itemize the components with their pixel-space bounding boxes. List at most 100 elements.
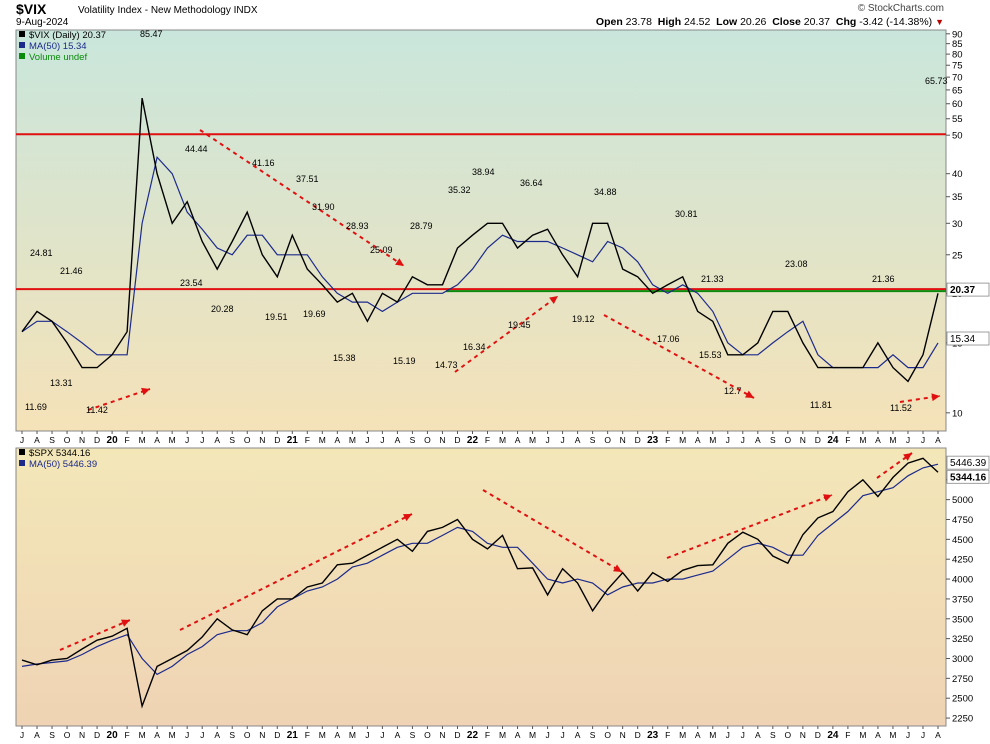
spx-y-tick-label: 4250 [952, 555, 973, 566]
spx-ma-last-value: 5446.39 [950, 458, 987, 469]
vix-value-annotation: 19.45 [508, 320, 531, 330]
vix-value-annotation: 12.7 [724, 386, 742, 396]
spx-price-line [21, 457, 939, 709]
x-tick-label: M [679, 435, 686, 445]
vix-y-tick-label: 80 [952, 50, 963, 61]
vix-legend-swatch [19, 31, 25, 37]
spx-legend-entry: MA(50) 5446.39 [29, 459, 97, 470]
x-tick-label: A [335, 435, 341, 445]
vix-legend-entry: Volume undef [29, 52, 87, 63]
x-tick-label: 24 [827, 435, 839, 446]
x-tick-label: M [319, 730, 326, 740]
trend-arrow-head [141, 387, 150, 396]
open-value: 23.78 [625, 16, 652, 28]
spx-y-tick-label: 3000 [952, 654, 973, 665]
vix-y-tick-label: 55 [952, 114, 963, 125]
x-tick-label: 23 [647, 435, 659, 446]
x-tick-label: S [49, 435, 55, 445]
vix-value-annotation: 28.93 [346, 221, 369, 231]
spx-y-tick-label: 4500 [952, 535, 973, 546]
spx-y-tick-label: 4750 [952, 515, 973, 526]
x-tick-label: A [214, 435, 220, 445]
vix-value-annotation: 15.53 [699, 350, 722, 360]
spx-y-tick-label: 2500 [952, 694, 973, 705]
ohlc-readout: Open 23.78 High 24.52 Low 20.26 Close 20… [596, 16, 944, 28]
x-tick-label: A [335, 730, 341, 740]
x-tick-label: 20 [107, 435, 119, 446]
x-tick-label: 21 [287, 730, 299, 741]
x-tick-label: D [94, 730, 100, 740]
x-tick-label: S [49, 730, 55, 740]
x-tick-label: J [365, 730, 369, 740]
chart-date: 9-Aug-2024 [16, 17, 69, 28]
spx-legend-entry: $SPX 5344.16 [29, 448, 90, 459]
x-tick-label: F [845, 435, 850, 445]
chg-value: -3.42 (-14.38%) [859, 16, 933, 28]
x-tick-label: J [545, 730, 549, 740]
x-tick-label: N [259, 730, 265, 740]
vix-value-annotation: 21.46 [60, 266, 83, 276]
trend-arrow-head [121, 619, 130, 627]
x-tick-label: J [200, 730, 204, 740]
spx-ma50-line [21, 463, 939, 676]
x-tick-label: A [154, 730, 160, 740]
x-tick-label: F [125, 730, 130, 740]
down-triangle-icon: ▼ [935, 17, 944, 27]
vix-value-annotation: 11.42 [86, 405, 108, 415]
vix-ma-last-value-box [946, 331, 990, 346]
x-tick-label: F [665, 730, 670, 740]
x-tick-label: N [439, 730, 445, 740]
x-tick-label: M [499, 435, 506, 445]
x-tick-label: A [515, 435, 521, 445]
close-label: Close [772, 16, 801, 28]
x-tick-label: M [169, 435, 176, 445]
x-tick-label: 20 [107, 730, 119, 741]
vix-legend-entry: $VIX (Daily) 20.37 [29, 30, 106, 41]
vix-value-annotation: 19.69 [303, 309, 326, 319]
vix-y-tick-label: 50 [952, 131, 963, 142]
vix-value-annotation: 15.38 [333, 353, 356, 363]
x-tick-label: M [889, 435, 896, 445]
x-tick-label: A [395, 435, 401, 445]
x-tick-label: O [244, 730, 251, 740]
vix-y-tick-label: 40 [952, 169, 963, 180]
vix-value-annotation: 21.33 [701, 274, 724, 284]
x-tick-label: M [859, 435, 866, 445]
x-tick-label: D [635, 730, 641, 740]
x-tick-label: F [125, 435, 130, 445]
x-tick-label: O [785, 435, 792, 445]
vix-value-annotation: 19.12 [572, 314, 595, 324]
trend-arrow [87, 388, 151, 411]
x-tick-label: O [604, 730, 611, 740]
vix-legend-entry: MA(50) 15.34 [29, 41, 87, 52]
spx-y-tick-label: 4000 [952, 575, 973, 586]
x-tick-label: S [229, 435, 235, 445]
x-tick-label: J [741, 730, 745, 740]
x-tick-label: J [380, 730, 384, 740]
vix-y-tick-label: 60 [952, 99, 963, 110]
stockcharts-logo: © StockCharts.com [857, 3, 944, 14]
vix-y-tick-label: 90 [952, 29, 963, 40]
x-tick-label: N [439, 435, 445, 445]
spx-y-tick-label: 3250 [952, 634, 973, 645]
vix-value-annotation: 37.51 [296, 174, 319, 184]
spx-last-value-box [946, 469, 990, 484]
x-tick-label: J [921, 435, 925, 445]
x-tick-label: A [935, 730, 941, 740]
trend-arrow-head [613, 564, 622, 572]
vix-value-annotation: 25.09 [370, 245, 393, 255]
vix-y-tick-label: 10 [952, 408, 963, 419]
x-tick-label: J [560, 730, 564, 740]
x-tick-label: A [755, 435, 761, 445]
vix-ma-last-value: 15.34 [950, 334, 975, 345]
x-tick-label: A [935, 435, 941, 445]
vix-value-annotation: 34.88 [594, 187, 617, 197]
trend-arrow-head [745, 390, 754, 398]
trend-arrow [199, 129, 405, 267]
x-tick-label: J [185, 730, 189, 740]
spx-legend-swatch [19, 460, 25, 466]
x-tick-label: M [709, 730, 716, 740]
x-tick-label: S [770, 730, 776, 740]
x-tick-label: F [305, 435, 310, 445]
